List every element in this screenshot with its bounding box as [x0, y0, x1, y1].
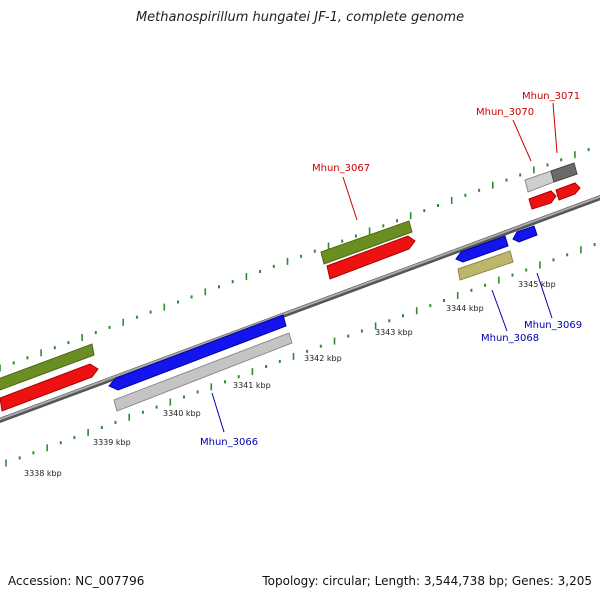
genome-backbone: [0, 195, 600, 423]
accession-text: Accession: NC_007796: [8, 574, 145, 588]
gene-feature-red[interactable]: [326, 235, 416, 280]
gene-feature-red[interactable]: [0, 363, 99, 412]
gene-labels: Mhun_3066 Mhun_3067 Mhun_3068 Mhun_3069 …: [200, 91, 582, 448]
gene-label-mhun-3070[interactable]: Mhun_3070: [476, 107, 534, 118]
gene-label-mhun-3068[interactable]: Mhun_3068: [481, 333, 539, 344]
tick-label: 3340 kbp: [163, 409, 201, 418]
gene-features: [0, 162, 581, 412]
tick-label: 3342 kbp: [304, 354, 342, 363]
gene-feature-red[interactable]: [528, 190, 557, 210]
gene-label-mhun-3069[interactable]: Mhun_3069: [524, 320, 582, 331]
tick-label: 3345 kbp: [518, 280, 556, 289]
gene-feature-gray[interactable]: [524, 170, 555, 193]
lower-dotted-guide: [5, 243, 596, 467]
gene-label-mhun-3066[interactable]: Mhun_3066: [200, 437, 258, 448]
gene-leader-lines: [211, 102, 558, 433]
upper-dotted-guide: [0, 148, 590, 372]
scale-labels: 3338 kbp 3339 kbp 3340 kbp 3341 kbp 3342…: [24, 280, 556, 478]
gene-feature-blue[interactable]: [108, 314, 287, 391]
tick-label: 3339 kbp: [93, 438, 131, 447]
gene-label-mhun-3067[interactable]: Mhun_3067: [312, 163, 370, 174]
gene-feature-blue[interactable]: [455, 235, 509, 263]
gene-feature-darkgray[interactable]: [550, 162, 578, 183]
genome-info-text: Topology: circular; Length: 3,544,738 bp…: [262, 574, 592, 588]
gene-label-mhun-3071[interactable]: Mhun_3071: [522, 91, 580, 102]
map-title: Methanospirillum hungatei JF-1, complete…: [135, 10, 465, 25]
gene-feature-green[interactable]: [320, 220, 413, 265]
gene-feature-gray[interactable]: [113, 332, 293, 412]
gene-feature-khaki[interactable]: [457, 250, 514, 281]
tick-label: 3343 kbp: [375, 328, 413, 337]
gene-feature-blue[interactable]: [512, 225, 538, 243]
gene-feature-red[interactable]: [555, 182, 581, 201]
tick-label: 3344 kbp: [446, 304, 484, 313]
tick-label: 3338 kbp: [24, 469, 62, 478]
gene-feature-green[interactable]: [0, 343, 95, 391]
tick-label: 3341 kbp: [233, 381, 271, 390]
